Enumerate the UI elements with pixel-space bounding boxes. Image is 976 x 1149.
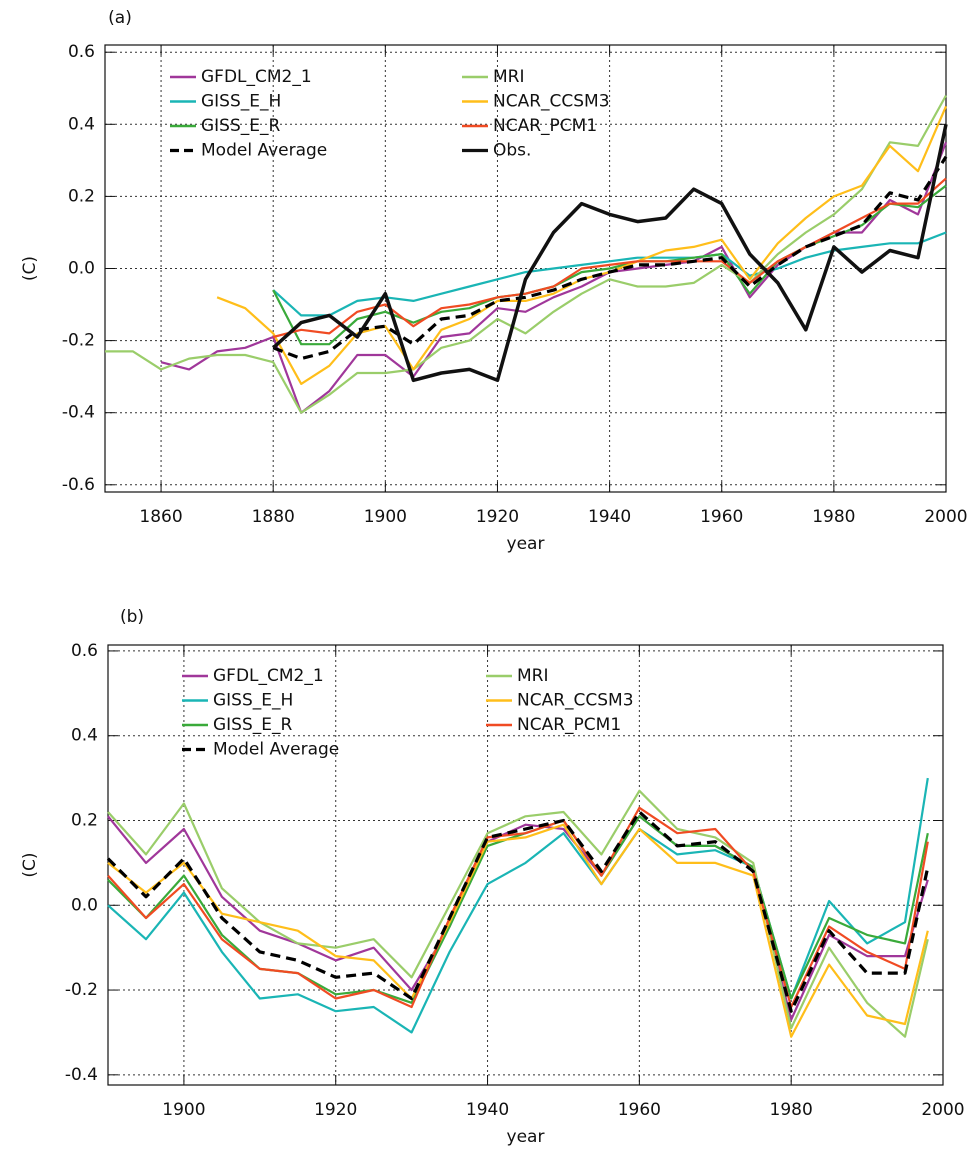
y-tick-label: 0.2 <box>71 810 98 830</box>
legend-label: GISS_E_R <box>213 715 293 735</box>
series-line <box>272 177 947 339</box>
y-tick-label: 0.4 <box>68 114 95 134</box>
x-tick-label: 1940 <box>588 507 631 527</box>
y-tick-label: 0.2 <box>68 186 95 206</box>
legend-label: NCAR_CCSM3 <box>493 92 610 112</box>
legend-label: GFDL_CM2_1 <box>213 666 324 686</box>
y-tick-label: -0.4 <box>62 403 95 423</box>
legend-label: NCAR_PCM1 <box>517 715 621 735</box>
x-tick-label: 1900 <box>162 1100 205 1120</box>
y-tick-label: 0.4 <box>71 726 98 746</box>
series-line <box>107 777 929 1034</box>
legend-label: GISS_E_H <box>201 92 281 112</box>
y-tick-label: 0.0 <box>68 259 95 279</box>
y-axis-label: (C) <box>20 852 40 877</box>
legend-label: Obs. <box>493 141 531 161</box>
legend-label: GISS_E_H <box>213 691 293 711</box>
series-line <box>272 123 948 383</box>
series-line <box>107 806 929 1009</box>
legend-label: Model Average <box>213 740 339 760</box>
x-tick-label: 1960 <box>700 507 743 527</box>
y-tick-label: 0.0 <box>71 895 98 915</box>
legend-label: MRI <box>493 67 525 87</box>
x-tick-label: 1940 <box>466 1100 509 1120</box>
series-line <box>107 789 929 1038</box>
x-tick-label: 2000 <box>921 1100 964 1120</box>
series-line <box>272 231 947 317</box>
panel-label: (a) <box>108 8 132 28</box>
y-tick-label: -0.4 <box>65 1065 98 1085</box>
y-tick-label: -0.2 <box>62 331 95 351</box>
series-line <box>107 823 929 1038</box>
x-tick-label: 1860 <box>139 507 182 527</box>
plot-frame <box>107 644 944 1086</box>
series-line <box>105 94 947 414</box>
x-tick-label: 1920 <box>314 1100 357 1120</box>
x-tick-label: 2000 <box>924 507 967 527</box>
legend-label: NCAR_CCSM3 <box>517 691 634 711</box>
series-line <box>106 810 930 1013</box>
y-tick-label: -0.6 <box>62 475 95 495</box>
legend-label: NCAR_PCM1 <box>493 116 597 136</box>
x-axis-label: year <box>507 1127 545 1147</box>
series-line <box>272 184 947 346</box>
y-tick-label: -0.2 <box>65 980 98 1000</box>
legend-label: Model Average <box>201 141 327 161</box>
x-tick-label: 1920 <box>476 507 519 527</box>
legend-label: GISS_E_R <box>201 116 281 136</box>
series-line <box>107 815 929 1021</box>
plot-frame <box>104 44 947 493</box>
y-axis-label: (C) <box>20 256 40 281</box>
y-tick-label: 0.6 <box>71 641 98 661</box>
y-tick-label: 0.6 <box>68 42 95 62</box>
legend-label: GFDL_CM2_1 <box>201 67 312 87</box>
x-tick-label: 1960 <box>618 1100 661 1120</box>
panel-label: (b) <box>120 607 144 627</box>
legend-label: MRI <box>517 666 549 686</box>
x-tick-label: 1880 <box>252 507 295 527</box>
x-axis-label: year <box>507 534 545 554</box>
x-tick-label: 1980 <box>812 507 855 527</box>
series-line <box>107 815 929 1004</box>
series-line <box>272 155 948 361</box>
x-tick-label: 1900 <box>364 507 407 527</box>
x-tick-label: 1980 <box>770 1100 813 1120</box>
